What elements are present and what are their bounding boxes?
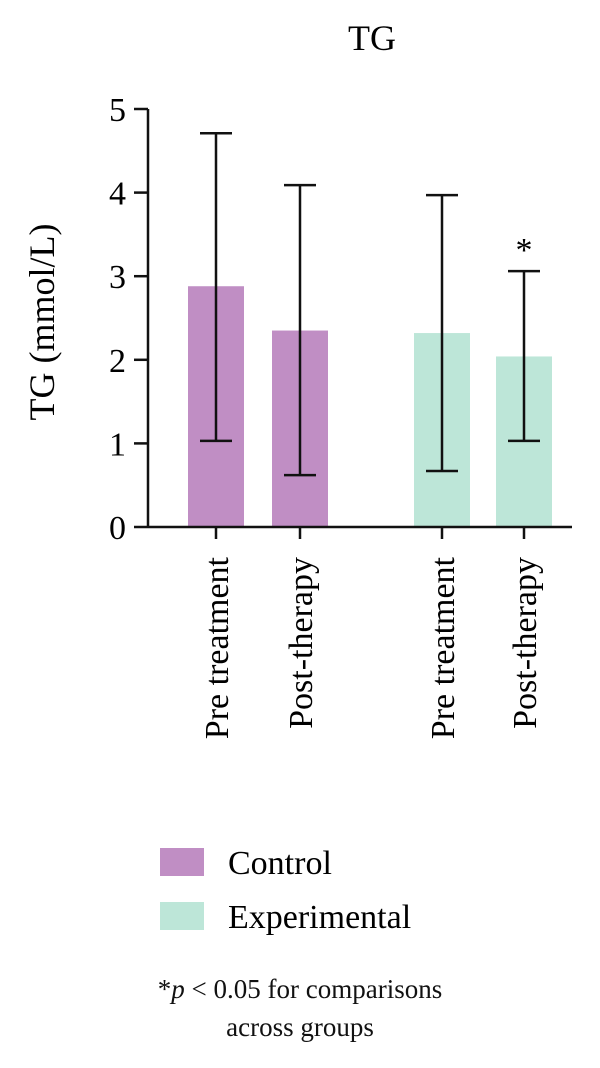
y-tick-label-1: 1 bbox=[109, 426, 126, 463]
footnote-p: p bbox=[171, 974, 185, 1004]
y-axis-label: TG (mmol/L) bbox=[22, 224, 62, 421]
x-category-label-0-1: Post-therapy bbox=[283, 557, 320, 729]
legend-label-0: Control bbox=[228, 845, 332, 882]
footnote-text: < 0.05 for comparisons bbox=[184, 974, 443, 1004]
y-tick-label-5: 5 bbox=[109, 92, 126, 129]
y-tick-label-0: 0 bbox=[109, 510, 126, 547]
legend-swatch-1 bbox=[160, 902, 204, 930]
footnote-line-2: across groups bbox=[226, 1012, 374, 1042]
significance-star-0: * bbox=[516, 232, 533, 269]
chart-title: TG bbox=[348, 18, 396, 58]
plot-area: 0 1 2 3 4 5 Pre treatment Post-therapy Pre treat… bbox=[109, 92, 572, 936]
footnote-line-1: *p < 0.05 for comparisons bbox=[0, 970, 600, 1008]
y-tick-label-3: 3 bbox=[109, 259, 126, 296]
x-category-label-0-0: Pre treatment bbox=[199, 556, 236, 739]
y-tick-label-4: 4 bbox=[109, 176, 126, 213]
x-category-label-1-0: Pre treatment bbox=[425, 556, 462, 739]
x-category-label-1-1: Post-therapy bbox=[507, 557, 544, 729]
y-tick-label-2: 2 bbox=[109, 343, 126, 380]
legend-swatch-0 bbox=[160, 848, 204, 876]
footnote: *p < 0.05 for comparisons across groups bbox=[0, 970, 600, 1046]
legend-label-1: Experimental bbox=[228, 899, 411, 936]
footnote-star: * bbox=[157, 974, 172, 1004]
